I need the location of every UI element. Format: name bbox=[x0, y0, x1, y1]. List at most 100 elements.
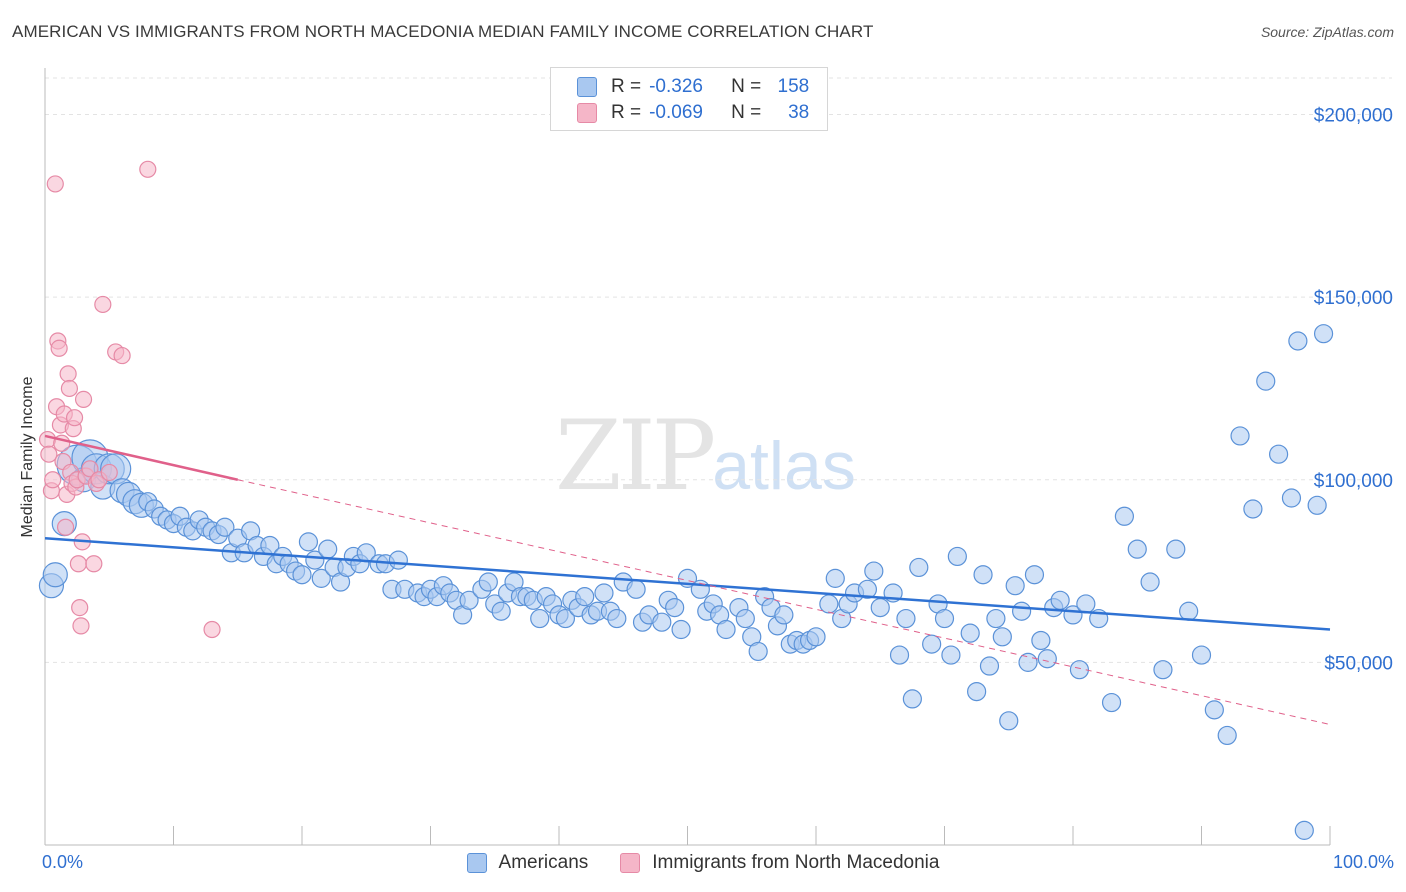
point-americans bbox=[1256, 371, 1276, 391]
point-immigrants bbox=[113, 346, 131, 365]
point-americans bbox=[1011, 601, 1032, 621]
point-immigrants bbox=[40, 445, 58, 463]
point-immigrants bbox=[56, 518, 75, 536]
point-americans bbox=[857, 579, 878, 599]
point-americans bbox=[1140, 572, 1160, 592]
point-americans bbox=[1268, 444, 1289, 464]
point-immigrants bbox=[60, 379, 79, 398]
trend-line-americans bbox=[44, 536, 1331, 631]
point-immigrants bbox=[65, 409, 84, 427]
point-americans bbox=[1204, 700, 1224, 720]
legend-n-label: N = bbox=[731, 102, 762, 123]
point-americans bbox=[806, 627, 826, 647]
point-americans bbox=[459, 590, 479, 610]
point-immigrants bbox=[44, 471, 62, 489]
x-tick-label-max: 100.0% bbox=[1332, 852, 1394, 872]
point-americans bbox=[774, 605, 794, 625]
point-immigrants bbox=[74, 390, 93, 409]
point-americans bbox=[555, 608, 576, 629]
series-swatch-pink bbox=[620, 853, 641, 873]
point-immigrants bbox=[139, 160, 157, 178]
point-americans bbox=[1294, 820, 1314, 840]
point-americans bbox=[298, 532, 319, 552]
point-americans bbox=[979, 656, 1000, 676]
point-americans bbox=[902, 689, 922, 709]
y-tick-label: $50,000 bbox=[1324, 653, 1393, 674]
legend-r-label: R = bbox=[611, 102, 642, 123]
legend-r-label: R = bbox=[611, 76, 642, 97]
point-americans bbox=[626, 579, 646, 599]
point-immigrants bbox=[50, 339, 68, 357]
point-americans bbox=[941, 645, 961, 665]
legend-swatch-pink bbox=[577, 103, 597, 123]
point-americans bbox=[42, 562, 68, 588]
point-immigrants bbox=[94, 295, 112, 314]
point-americans bbox=[671, 619, 691, 640]
point-americans bbox=[735, 608, 755, 629]
point-americans bbox=[215, 517, 235, 537]
watermark-atlas: atlas bbox=[712, 428, 856, 504]
watermark-zip: ZIP bbox=[555, 400, 716, 512]
legend-row-immigrants: R = -0.069 N = 38 bbox=[577, 100, 809, 126]
point-americans bbox=[1217, 725, 1237, 746]
point-americans bbox=[575, 587, 595, 607]
legend-n-value: 38 bbox=[788, 102, 810, 123]
point-americans bbox=[1050, 590, 1070, 610]
point-immigrants bbox=[38, 430, 57, 449]
point-americans bbox=[292, 565, 312, 585]
point-americans bbox=[1101, 692, 1122, 713]
point-immigrants bbox=[85, 555, 103, 573]
point-americans bbox=[967, 681, 987, 702]
point-americans bbox=[1024, 565, 1045, 585]
point-immigrants bbox=[72, 617, 90, 635]
legend-swatch-blue bbox=[577, 77, 597, 97]
point-americans bbox=[1005, 576, 1025, 596]
point-americans bbox=[999, 711, 1019, 731]
legend-r-value: -0.069 bbox=[649, 102, 703, 123]
point-americans bbox=[889, 645, 910, 665]
point-americans bbox=[986, 608, 1006, 629]
point-immigrants bbox=[71, 598, 89, 617]
y-tick-label: $150,000 bbox=[1314, 288, 1393, 309]
legend-row-americans: R = -0.326 N = 158 bbox=[577, 74, 809, 100]
series-legend-americans: Americans bbox=[466, 852, 589, 874]
point-americans bbox=[311, 568, 331, 588]
point-americans bbox=[960, 623, 980, 643]
point-americans bbox=[1031, 630, 1051, 651]
point-immigrants bbox=[59, 365, 77, 383]
point-americans bbox=[1307, 495, 1327, 515]
point-immigrants bbox=[100, 463, 118, 482]
trend-line-immigrants-dashed bbox=[237, 479, 1331, 725]
point-americans bbox=[909, 557, 929, 578]
point-americans bbox=[934, 608, 955, 629]
point-americans bbox=[992, 627, 1012, 647]
point-americans bbox=[1069, 660, 1090, 680]
point-americans bbox=[1127, 539, 1147, 559]
point-americans bbox=[1313, 324, 1334, 344]
chart-title: AMERICAN VS IMMIGRANTS FROM NORTH MACEDO… bbox=[12, 22, 874, 41]
point-americans bbox=[665, 597, 685, 618]
point-americans bbox=[1166, 539, 1186, 559]
point-americans bbox=[1179, 601, 1199, 621]
point-americans bbox=[1191, 645, 1212, 665]
point-americans bbox=[825, 568, 845, 588]
legend-r-value: -0.326 bbox=[649, 76, 703, 97]
point-americans bbox=[318, 539, 338, 559]
point-immigrants bbox=[46, 175, 64, 193]
point-americans bbox=[491, 601, 511, 621]
point-americans bbox=[1153, 660, 1173, 680]
x-tick-label-min: 0.0% bbox=[42, 852, 84, 872]
point-americans bbox=[1114, 506, 1135, 526]
point-americans bbox=[864, 561, 884, 581]
point-americans bbox=[594, 583, 614, 603]
series-swatch-blue bbox=[466, 853, 487, 873]
series-legend: Americans Immigrants from North Macedoni… bbox=[0, 852, 1406, 874]
point-americans bbox=[896, 608, 916, 629]
series-legend-label: Americans bbox=[498, 852, 589, 873]
trend-line-immigrants bbox=[44, 434, 239, 481]
point-americans bbox=[1243, 499, 1263, 519]
point-immigrants bbox=[203, 620, 221, 639]
point-americans bbox=[870, 597, 890, 618]
series-legend-label: Immigrants from North Macedonia bbox=[652, 852, 940, 873]
